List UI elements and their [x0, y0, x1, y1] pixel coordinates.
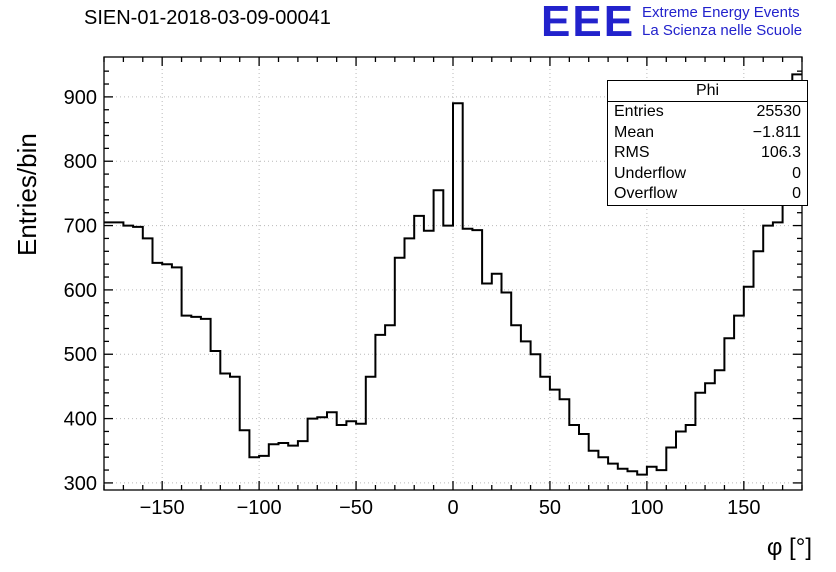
x-axis-title: φ [°] [766, 534, 812, 561]
x-tick-label: −100 [237, 497, 282, 519]
y-tick-label: 400 [64, 409, 97, 431]
logo-line2: La Scienza nelle Scuole [642, 22, 803, 39]
x-tick-label: 50 [539, 497, 561, 519]
stats-row-value: 0 [792, 185, 801, 202]
y-tick-label: 900 [64, 87, 97, 109]
stats-row: Entries 25530 [608, 102, 807, 123]
stats-row-value: −1.811 [752, 123, 801, 141]
stats-row-label: Overflow [614, 185, 678, 202]
eee-logo-subtitle: Extreme Energy Events La Scienza nelle S… [642, 4, 802, 40]
stats-row: Overflow 0 [608, 184, 807, 205]
x-tick-label: 100 [630, 497, 663, 519]
stats-row-label: RMS [614, 144, 650, 161]
stats-row-value: 0 [792, 164, 801, 182]
x-tick-label: 150 [727, 497, 760, 519]
y-axis-title: Entries/bin [12, 133, 42, 256]
y-tick-label: 300 [64, 473, 97, 495]
eee-logo: EEE Extreme Energy Events La Scienza nel… [541, 0, 802, 46]
logo-line1: Extreme Energy Events [642, 4, 800, 21]
x-tick-label: −150 [140, 497, 185, 519]
plot-title: SIEN-01-2018-03-09-00041 [84, 7, 331, 29]
y-tick-label: 700 [64, 216, 97, 238]
stats-row: RMS 106.3 [608, 143, 807, 164]
stats-row-value: 106.3 [760, 144, 801, 161]
stats-row-label: Underflow [614, 164, 687, 182]
stats-title: Phi [608, 81, 807, 102]
x-tick-label: −50 [339, 497, 373, 519]
histogram-line [104, 73, 802, 476]
x-tick-label: 0 [447, 497, 458, 519]
stats-box: Phi Entries 25530 Mean −1.811 RMS 106.3 … [607, 80, 808, 206]
stats-row: Mean −1.811 [608, 123, 807, 144]
y-tick-label: 600 [64, 280, 97, 302]
stats-row-label: Mean [614, 123, 655, 141]
y-tick-label: 800 [64, 151, 97, 173]
stats-row-value: 25530 [756, 103, 802, 120]
stats-row: Underflow 0 [608, 164, 807, 185]
eee-logo-text: EEE [541, 0, 636, 46]
stats-row-label: Entries [614, 103, 664, 120]
y-tick-label: 500 [64, 344, 97, 366]
